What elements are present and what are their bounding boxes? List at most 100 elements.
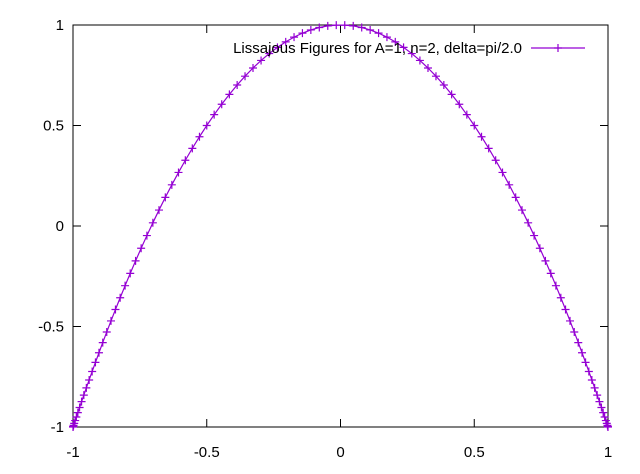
data-point [82,383,91,392]
data-point [587,375,596,384]
data-point [551,281,560,290]
data-point [202,121,211,130]
data-point [541,256,550,265]
data-point [431,72,440,81]
legend-marker-icon [554,44,562,52]
data-point [455,100,464,109]
data-point [590,383,599,392]
data-point [281,37,290,46]
data-point [382,33,391,42]
data-point [85,375,94,384]
data-point [604,423,612,431]
data-point [241,72,250,81]
data-point [462,110,471,119]
data-point [423,64,432,73]
data-point [195,132,204,141]
data-point [154,206,163,215]
legend: Lissajous Figures for A=1, n=2, delta=pi… [233,40,585,57]
data-point [415,56,424,65]
data-point [137,244,146,253]
data-point [121,281,130,290]
data-point [174,168,183,177]
series-markers [69,21,612,431]
data-point [546,269,555,278]
data-point [581,358,590,367]
data-point [374,29,383,38]
x-tick-label: 0.5 [464,444,485,461]
data-point [265,49,274,58]
data-point [106,316,115,325]
data-point [91,358,100,367]
data-point [315,23,324,32]
data-point [349,21,358,30]
data-point [94,348,103,357]
data-point [524,218,533,227]
data-point [595,397,604,406]
data-point [561,305,570,314]
x-tick-label: 0 [336,444,344,461]
y-tick-labels: 1 0.5 0 -0.5 -1 [38,17,64,436]
data-point [111,305,120,314]
data-point [407,49,416,58]
y-tick-label: 1 [56,17,64,34]
data-point [69,421,78,430]
data-point [593,391,602,400]
data-point [161,193,170,202]
data-point [298,29,307,38]
data-point [148,218,157,227]
data-point [75,403,84,412]
data-point [71,416,80,425]
data-point [290,33,299,42]
data-point [505,180,514,189]
data-point [142,231,151,240]
legend-label: Lissajous Figures for A=1, n=2, delta=pi… [233,40,522,57]
plus-marker-icon [554,44,562,52]
data-point [126,269,135,278]
data-point [600,412,609,421]
x-tick-labels: -1 -0.5 0 0.5 1 [66,444,612,461]
x-tick-label: -0.5 [194,444,220,461]
data-point [98,338,107,347]
x-tick-label: 1 [604,444,612,461]
data-point [102,327,111,336]
data-point [273,43,282,52]
data-point [484,144,493,153]
data-point [535,244,544,253]
data-point [566,316,575,325]
y-tick-label: -1 [51,419,64,436]
data-point [570,327,579,336]
data-point [447,90,456,99]
data-point [399,43,408,52]
data-point [597,403,606,412]
data-point [233,81,242,90]
data-point [77,397,86,406]
data-point [470,121,479,130]
data-point [131,256,140,265]
data-point [366,25,375,34]
data-point [584,367,593,376]
y-tick-label: 0 [56,218,64,235]
data-point [498,168,507,177]
series-line [72,24,609,428]
x-tick-label: -1 [66,444,79,461]
y-tick-label: -0.5 [38,319,64,336]
data-point [88,367,97,376]
y-tick-label: 0.5 [43,118,64,135]
data-point [340,21,349,30]
data-point [391,37,400,46]
data-point [439,81,448,90]
data-point [332,21,341,30]
data-point [217,100,226,109]
data-point [79,391,88,400]
data-point [306,25,315,34]
data-point [556,293,565,302]
data-point [116,293,125,302]
data-point [530,231,539,240]
data-point [477,132,486,141]
data-point [578,348,587,357]
data-point [73,408,82,417]
data-point [225,90,234,99]
data-point [599,408,608,417]
data-point [249,64,258,73]
data-point [72,412,81,421]
